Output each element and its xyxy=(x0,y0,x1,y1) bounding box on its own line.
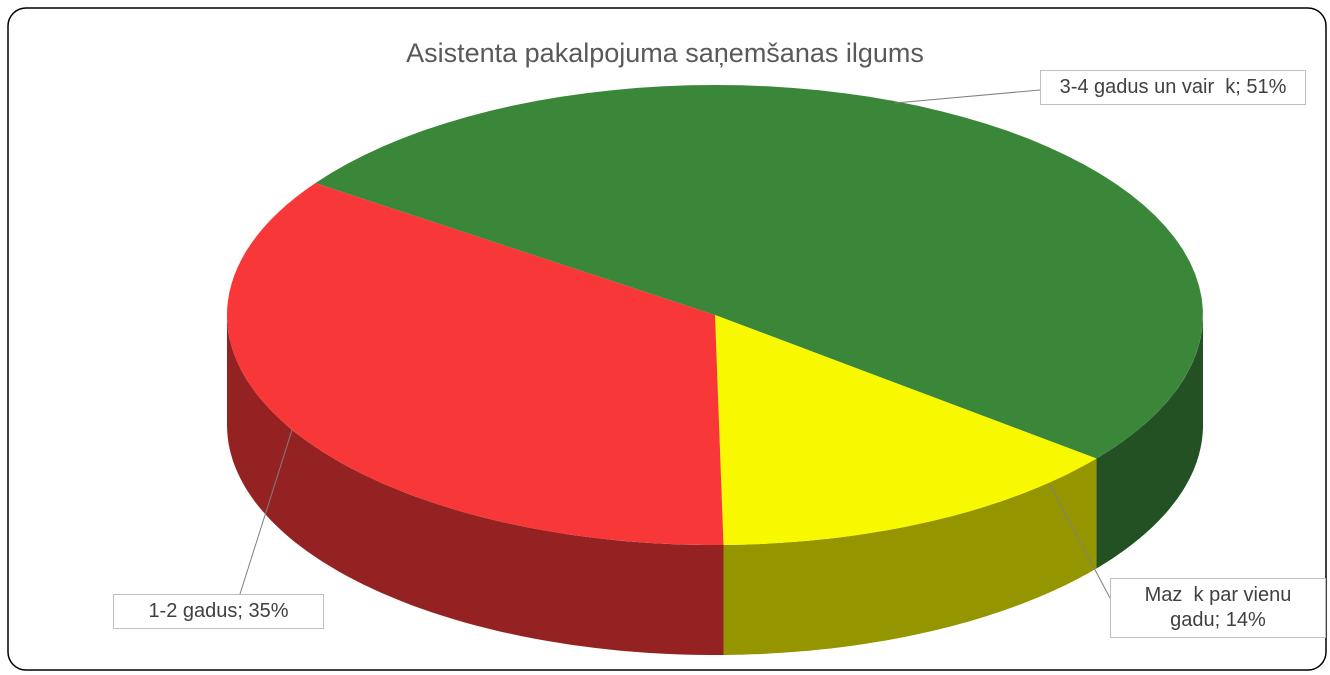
category: Maz k par vienu gadu xyxy=(1144,584,1297,631)
slice xyxy=(227,183,724,545)
separator: ; xyxy=(1235,76,1247,98)
separator: ; xyxy=(1214,609,1226,631)
separator: ; xyxy=(237,600,249,622)
category: 3-4 gadus un vair k xyxy=(1059,76,1236,98)
slice-side xyxy=(1096,315,1203,569)
slice-side xyxy=(723,458,1097,655)
data-label: Maz k par vienu gadu; 14% xyxy=(1110,578,1326,638)
leader-line xyxy=(239,429,293,595)
slice-side xyxy=(227,315,724,655)
slice xyxy=(315,85,1203,459)
slice xyxy=(715,315,1097,545)
leader-line xyxy=(1049,484,1111,599)
data-label: 3-4 gadus un vair k; 51% xyxy=(1040,70,1306,105)
data-label: 1-2 gadus; 35% xyxy=(113,594,324,629)
value-label: 35% xyxy=(248,600,289,622)
leader-line xyxy=(894,89,1041,104)
value-label: 51% xyxy=(1246,76,1287,98)
value-label: 14% xyxy=(1225,609,1266,631)
category: 1-2 gadus xyxy=(148,600,238,622)
chart-title: Asistenta pakalpojuma saņemšanas ilgums xyxy=(406,38,924,68)
